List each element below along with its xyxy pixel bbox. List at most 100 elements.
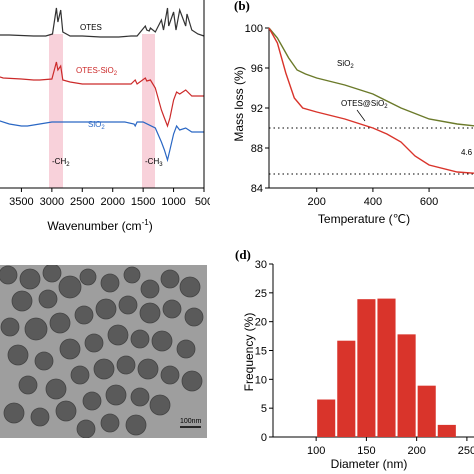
tga-otes-label: OTES@SiO2 — [341, 99, 388, 110]
tem-particle — [38, 289, 58, 309]
hist-bar — [397, 334, 416, 437]
panel-b-label: (b) — [234, 0, 250, 13]
tga-y-tick-label: 92 — [251, 103, 263, 115]
hist-bar — [357, 299, 376, 437]
tem-particle — [0, 265, 18, 285]
hist-y-tick-label: 15 — [255, 346, 267, 358]
tem-particle — [149, 394, 171, 416]
hist-bar — [317, 399, 336, 437]
hist-x-title: Diameter (nm) — [331, 457, 408, 471]
tem-particle — [179, 276, 201, 298]
tga-y-title: Mass loss (%) — [232, 66, 246, 141]
ftir-x-tick-label: 2500 — [70, 196, 94, 208]
tga-y-tick-label: 96 — [251, 63, 263, 75]
tem-particle — [59, 338, 81, 360]
tem-particle — [34, 351, 54, 371]
tga-y-tick-label: 84 — [251, 183, 263, 195]
ftir-highlight-ch3 — [142, 34, 155, 188]
tem-particle — [3, 402, 25, 424]
tga-otes-pointer — [356, 109, 366, 122]
hist-x-tick-label: 150 — [357, 445, 375, 457]
tem-particle — [49, 312, 71, 334]
ftir-x-tick-label: 1500 — [131, 196, 155, 208]
panel-d-label: (d) — [235, 247, 251, 262]
tem-particle — [160, 269, 180, 289]
tem-particle — [105, 384, 127, 406]
tem-particle — [139, 302, 161, 324]
ftir-otes-label: OTES — [80, 23, 102, 32]
tem-particle — [184, 307, 204, 327]
tem-particle — [7, 344, 29, 366]
tem-scale-label: 100nm — [180, 418, 202, 425]
hist-x-tick-label: 100 — [307, 445, 325, 457]
tem-particles: 100nm — [0, 265, 204, 438]
tem-particle — [95, 298, 117, 320]
size-histogram: 0 5 10 15 20 25 30 100 150 200 250 Frequency (%) D… — [242, 259, 474, 471]
tem-particle — [11, 290, 33, 312]
tem-particle — [137, 358, 159, 380]
tem-particle — [130, 387, 150, 407]
tga-x-tick-label: 200 — [308, 196, 326, 208]
ftir-highlight-ch2 — [49, 34, 63, 188]
tem-particle — [93, 358, 115, 380]
tem-particle — [30, 407, 50, 427]
tem-particle — [74, 305, 94, 325]
tga-y-tick-label: 100 — [245, 23, 263, 35]
ftir-x-tick-label: 1000 — [161, 196, 185, 208]
tem-particle — [79, 268, 97, 286]
ftir-x-tick-label: 3000 — [40, 196, 64, 208]
tem-particle — [151, 330, 173, 352]
tem-particle — [100, 413, 120, 433]
tem-particle — [0, 317, 20, 337]
hist-y-tick-label: 20 — [255, 317, 267, 329]
tga-x-tick-label: 600 — [420, 196, 438, 208]
hist-y-title: Frequency (%) — [242, 313, 256, 392]
tem-particle — [19, 268, 41, 290]
tem-particle — [55, 400, 77, 422]
tem-particle — [45, 378, 67, 400]
tem-particle — [100, 273, 120, 293]
hist-bar — [417, 385, 436, 437]
hist-bar — [337, 340, 356, 437]
tem-particle — [125, 414, 147, 436]
tem-particle — [24, 317, 48, 341]
hist-y-tick-label: 25 — [255, 288, 267, 300]
ftir-sio2-line — [0, 120, 204, 163]
ftir-ch3-annotation: -CH3 — [145, 157, 163, 168]
hist-y-tick-label: 10 — [255, 374, 267, 386]
tga-otes-line — [268, 27, 474, 174]
ftir-chart: 3500 3000 2500 2000 1500 1000 500 OTES OTES-Si… — [0, 0, 210, 233]
hist-y-tick-label: 30 — [255, 259, 267, 271]
tem-particle — [76, 419, 96, 438]
hist-x-tick-label: 250 — [458, 445, 474, 457]
ftir-x-tick-label: 2000 — [100, 196, 124, 208]
hist-bar — [377, 298, 396, 437]
tem-particle — [181, 370, 203, 392]
ftir-sio2-label: SiO2 — [88, 120, 105, 131]
ftir-otes-sio2-line — [0, 61, 204, 128]
tga-x-title: Temperature (℃) — [318, 212, 410, 226]
ftir-otes-sio2-label: OTES-SiO2 — [76, 66, 118, 77]
tem-particle — [123, 266, 141, 284]
tem-particle — [84, 333, 104, 353]
tem-particle — [130, 329, 150, 349]
ftir-x-title: Wavenumber (cm-1) — [47, 218, 152, 233]
tem-particle — [162, 299, 182, 319]
tem-particle — [82, 391, 102, 411]
tga-sio2-label: SiO2 — [337, 59, 354, 70]
ftir-x-tick-label: 3500 — [9, 196, 33, 208]
tem-particle — [140, 279, 160, 299]
tem-particle — [118, 295, 138, 315]
tem-particle — [18, 375, 38, 395]
tga-annotation: 4.6 — [461, 148, 473, 157]
tem-image: 100nm — [0, 265, 207, 438]
ftir-ch2-annotation: -CH2 — [52, 157, 70, 168]
hist-bar — [437, 424, 456, 437]
tem-particle — [107, 324, 129, 346]
tga-sio2-line — [268, 27, 474, 127]
tem-particle — [160, 365, 180, 385]
tem-particle — [116, 355, 136, 375]
hist-x-tick-label: 200 — [407, 445, 425, 457]
tga-y-tick-label: 88 — [251, 143, 263, 155]
